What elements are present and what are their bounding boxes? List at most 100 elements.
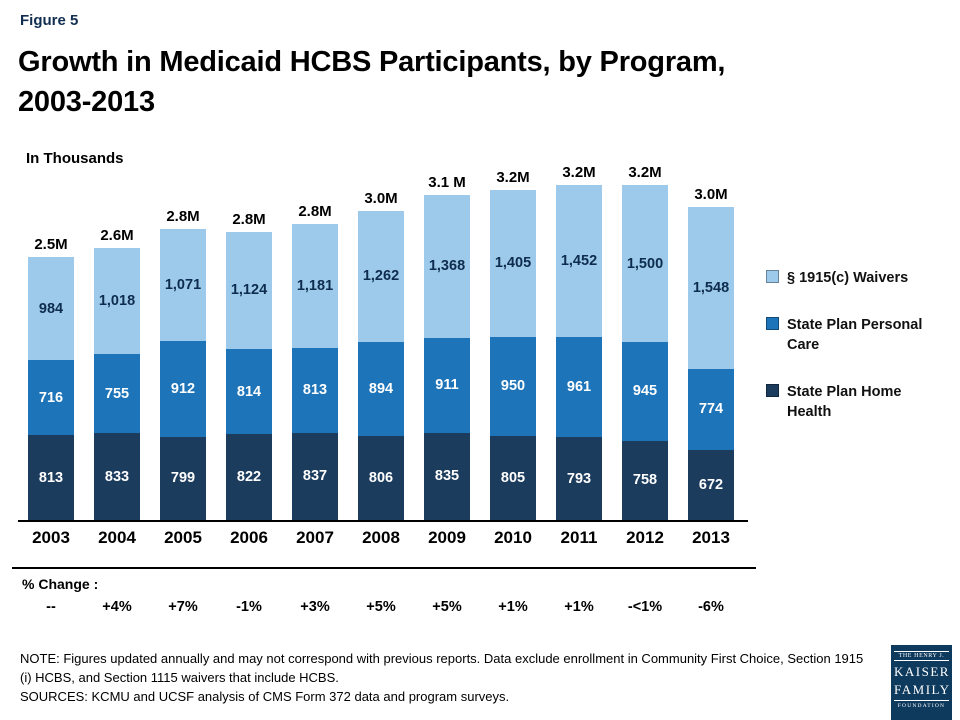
- legend-swatch: [766, 270, 779, 283]
- pct-change-value: +3%: [300, 599, 330, 615]
- bar-segment: 1,452: [556, 185, 602, 337]
- figure-label: Figure 5: [20, 12, 79, 29]
- pct-change-row: -- +4% +7% -1% +3% +5% +5% +1% +1% -<1% -6%: [18, 599, 744, 615]
- legend-item: State Plan Home Health: [766, 382, 951, 422]
- bar-column: 3.2M 1,405 950 805: [480, 169, 546, 520]
- bar-segment: 813: [292, 347, 338, 433]
- chart-title: Growth in Medicaid HCBS Participants, by…: [18, 42, 725, 122]
- bar-total-label: 3.0M: [364, 189, 398, 207]
- bar-total-label: 2.6M: [100, 226, 134, 244]
- bar-segment: 1,548: [688, 207, 734, 369]
- legend-label: § 1915(c) Waivers: [787, 270, 909, 286]
- units-label: In Thousands: [26, 150, 124, 167]
- bar-segment: 793: [556, 437, 602, 520]
- x-axis-tick-label: 2006: [230, 528, 268, 547]
- x-axis-tick-label: 2010: [494, 528, 532, 547]
- note-text: NOTE: Figures updated annually and may n…: [20, 651, 864, 685]
- pct-change-label: % Change :: [22, 576, 99, 592]
- bar-segment: 945: [622, 342, 668, 441]
- bar-column: 2.6M 1,018 755 833: [84, 227, 150, 520]
- bar-total-label: 2.5M: [34, 236, 68, 254]
- x-axis-tick-label: 2011: [560, 528, 598, 547]
- kff-logo-line4: FOUNDATION: [894, 700, 949, 709]
- pct-change-value: --: [46, 599, 56, 615]
- notes: NOTE: Figures updated annually and may n…: [20, 650, 878, 707]
- bar-segment: 837: [292, 432, 338, 520]
- bar-column: 3.2M 1,452 961 793: [546, 164, 612, 520]
- legend-label: State Plan Home Health: [787, 384, 902, 420]
- x-axis-tick-label: 2004: [98, 528, 136, 547]
- bar-total-label: 3.2M: [628, 164, 662, 182]
- separator-line: [12, 567, 756, 569]
- pct-change-value: +5%: [366, 599, 396, 615]
- bar-segment: 1,181: [292, 224, 338, 348]
- bar-column: 3.1 M 1,368 911 835: [414, 174, 480, 520]
- bar-segment: 672: [688, 449, 734, 520]
- kff-logo-line2: KAISER: [894, 664, 950, 679]
- legend-label: State Plan Personal Care: [787, 317, 923, 353]
- bar-segment: 814: [226, 349, 272, 435]
- bar-column: 3.2M 1,500 945 758: [612, 164, 678, 520]
- bar-segment: 805: [490, 435, 536, 520]
- x-axis-tick-label: 2005: [164, 528, 202, 547]
- pct-change-value: -6%: [698, 599, 724, 615]
- bar-segment: 833: [94, 433, 140, 520]
- bar-segment: 1,124: [226, 231, 272, 350]
- bar-segment: 774: [688, 368, 734, 450]
- bar-segment: 813: [28, 435, 74, 520]
- bar-segment: 1,071: [160, 229, 206, 342]
- bar-total-label: 2.8M: [298, 203, 332, 221]
- sources-text: SOURCES: KCMU and UCSF analysis of CMS F…: [20, 688, 510, 704]
- legend-item: § 1915(c) Waivers: [766, 268, 951, 288]
- bar-total-label: 3.0M: [694, 186, 728, 204]
- legend-item: State Plan Personal Care: [766, 315, 951, 355]
- bar-column: 2.8M 1,071 912 799: [150, 208, 216, 520]
- bar-column: 2.5M 984 716 813: [18, 236, 84, 520]
- x-axis-tick-label: 2013: [692, 528, 730, 547]
- bar-segment: 894: [358, 342, 404, 436]
- bar-segment: 716: [28, 360, 74, 435]
- bar-total-label: 2.8M: [166, 208, 200, 226]
- bar-segment: 961: [556, 336, 602, 438]
- bar-segment: 1,018: [94, 247, 140, 355]
- bar-segment: 755: [94, 354, 140, 433]
- bars-area: 2.5M 984 716 813 2.6M 1,018 755 833 2.8M 1,071 912…: [18, 163, 744, 520]
- pct-change-value: +5%: [432, 599, 462, 615]
- legend-swatch: [766, 317, 779, 330]
- legend-swatch: [766, 384, 779, 397]
- pct-change-value: +1%: [498, 599, 528, 615]
- bar-total-label: 3.2M: [562, 164, 596, 182]
- bar-segment: 835: [424, 432, 470, 520]
- bar-column: 3.0M 1,548 774 672: [678, 186, 744, 520]
- x-axis-tick-label: 2007: [296, 528, 334, 547]
- bar-segment: 822: [226, 434, 272, 520]
- bar-segment: 911: [424, 337, 470, 433]
- pct-change-value: -1%: [236, 599, 262, 615]
- bar-segment: 1,500: [622, 185, 668, 343]
- x-axis-labels: 2003 2004 2005 2006 2007 2008 2009 2010 2011 2012…: [18, 528, 744, 548]
- bar-segment: 984: [28, 257, 74, 361]
- chart-title-line1: Growth in Medicaid HCBS Participants, by…: [18, 46, 726, 78]
- bar-total-label: 3.2M: [496, 168, 530, 186]
- pct-change-value: +7%: [168, 599, 198, 615]
- bar-segment: 1,405: [490, 189, 536, 337]
- bar-segment: 912: [160, 341, 206, 437]
- pct-change-value: +4%: [102, 599, 132, 615]
- x-axis-tick-label: 2009: [428, 528, 466, 547]
- bar-segment: 758: [622, 440, 668, 520]
- bar-segment: 799: [160, 436, 206, 520]
- kff-logo: THE HENRY J. KAISER FAMILY FOUNDATION: [891, 645, 952, 720]
- pct-change-value: +1%: [564, 599, 594, 615]
- x-axis-tick-label: 2008: [362, 528, 400, 547]
- chart-title-line2: 2003-2013: [18, 86, 155, 118]
- legend: § 1915(c) Waivers State Plan Personal Car…: [766, 268, 951, 449]
- bar-total-label: 2.8M: [232, 210, 266, 228]
- bar-segment: 806: [358, 435, 404, 520]
- x-axis-line: [18, 520, 748, 522]
- bar-column: 2.8M 1,181 813 837: [282, 203, 348, 520]
- x-axis-tick-label: 2012: [626, 528, 664, 547]
- bar-column: 2.8M 1,124 814 822: [216, 211, 282, 520]
- x-axis-tick-label: 2003: [32, 528, 70, 547]
- kff-logo-line1: THE HENRY J.: [894, 651, 949, 661]
